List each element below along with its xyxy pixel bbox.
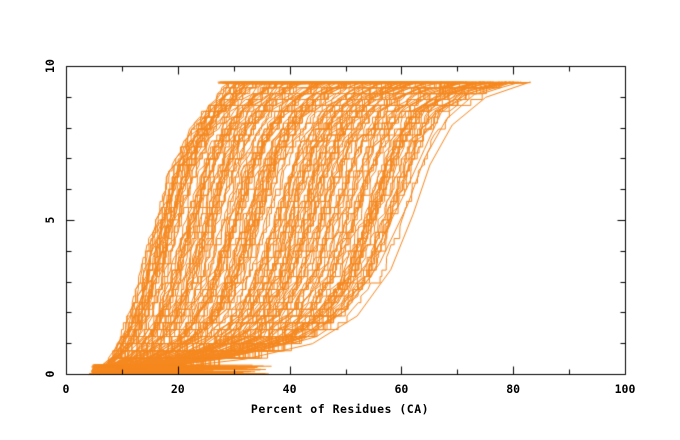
y-tick-label: 0 [43, 370, 57, 378]
y-tick-label: 5 [43, 216, 57, 224]
x-tick-label: 80 [506, 382, 521, 396]
x-tick-label: 20 [170, 382, 185, 396]
x-tick-label: 60 [394, 382, 409, 396]
x-tick-label: 40 [282, 382, 297, 396]
x-tick-label: 0 [62, 382, 70, 396]
x-axis-label: Percent of Residues (CA) [250, 402, 430, 416]
y-tick-label: 10 [43, 59, 57, 73]
x-tick-label: 100 [614, 382, 636, 396]
